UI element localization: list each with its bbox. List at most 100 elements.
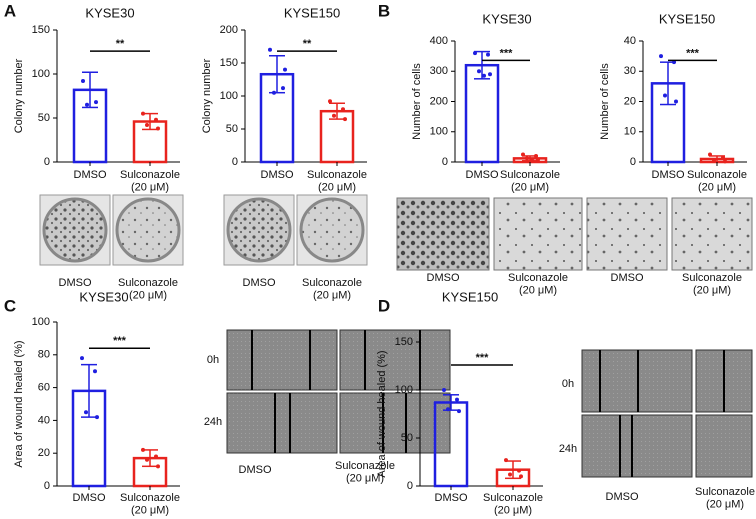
data-point	[473, 51, 477, 56]
time-label: 0h	[207, 354, 219, 366]
y-axis-label: Colony number	[201, 58, 213, 133]
image-label: Sulconazole (20 μM)	[302, 277, 362, 302]
y-tick-label: 80	[38, 349, 50, 361]
y-tick-label: 200	[220, 24, 238, 36]
data-point	[268, 47, 272, 52]
data-point	[95, 415, 99, 420]
y-tick-label: 0	[407, 480, 413, 492]
data-point	[94, 100, 98, 105]
image-label: DMSO	[606, 491, 639, 503]
bar	[464, 63, 500, 164]
image-label: Sulconazole (20 μM)	[335, 460, 395, 485]
time-label: 24h	[559, 443, 577, 455]
y-tick-label: 150	[395, 336, 413, 348]
wound-images	[226, 329, 451, 454]
chart-title: KYSE30	[85, 5, 134, 20]
x-tick-label: Sulconazole (20 μM)	[687, 169, 747, 194]
data-point	[81, 79, 85, 84]
y-tick-label: 50	[38, 112, 50, 124]
significance-label: ***	[500, 47, 514, 59]
data-point	[145, 457, 149, 462]
image-label: Sulconazole (20 μM)	[682, 272, 742, 297]
significance-label: **	[303, 38, 312, 50]
x-tick-label: DMSO	[261, 169, 294, 181]
x-tick-label: Sulconazole (20 μM)	[120, 492, 180, 517]
data-point	[721, 155, 725, 160]
image-label: DMSO	[239, 464, 272, 476]
y-tick-label: 400	[430, 35, 448, 47]
y-tick-label: 30	[624, 65, 636, 77]
cell-image	[671, 197, 753, 271]
x-tick-label: Sulconazole (20 μM)	[120, 169, 180, 194]
significance-label: **	[116, 38, 125, 50]
data-point	[442, 388, 446, 392]
panel-letter: C	[4, 296, 16, 315]
data-point	[477, 69, 481, 74]
significance-label: ***	[476, 352, 490, 364]
data-point	[674, 99, 678, 104]
y-axis-label: Area of wound healed (%)	[13, 340, 25, 467]
data-point	[328, 99, 332, 104]
y-tick-label: 40	[38, 414, 50, 426]
plate	[226, 197, 292, 263]
data-point	[80, 356, 84, 361]
data-point	[281, 86, 285, 91]
y-axis-label: Number of cells	[411, 63, 423, 140]
y-tick-label: 50	[401, 432, 413, 444]
y-tick-label: 0	[232, 156, 238, 168]
x-tick-label: Sulconazole (20 μM)	[500, 169, 560, 194]
image-label: DMSO	[59, 277, 92, 289]
x-tick-label: Sulconazole (20 μM)	[307, 169, 367, 194]
x-tick-label: DMSO	[73, 492, 106, 504]
data-point	[488, 72, 492, 77]
data-point	[341, 107, 345, 112]
y-tick-label: 100	[395, 384, 413, 396]
plate	[115, 197, 181, 263]
plate	[299, 197, 365, 263]
data-point	[525, 156, 529, 161]
significance-label: ***	[686, 47, 700, 59]
y-axis-label: Colony number	[13, 58, 25, 133]
data-point	[519, 474, 523, 479]
data-point	[156, 126, 160, 131]
significance-label: ***	[113, 335, 127, 347]
image-label: DMSO	[427, 272, 460, 284]
y-tick-label: 20	[38, 447, 50, 459]
data-point	[672, 60, 676, 65]
data-point	[343, 117, 347, 122]
image-label: Sulconazole (20 μM)	[118, 277, 178, 302]
x-tick-label: DMSO	[652, 169, 685, 181]
x-tick-label: DMSO	[435, 492, 468, 504]
data-point	[93, 369, 97, 374]
images	[39, 194, 753, 478]
cell-image	[586, 197, 668, 271]
data-point	[659, 54, 663, 59]
y-tick-label: 100	[32, 68, 50, 80]
y-tick-label: 100	[220, 90, 238, 102]
data-point	[486, 52, 490, 57]
data-point	[536, 157, 540, 162]
data-point	[446, 407, 450, 412]
data-point	[482, 73, 486, 78]
y-tick-label: 10	[624, 126, 636, 138]
panel-letter: B	[378, 1, 390, 20]
time-label: 0h	[562, 378, 574, 390]
data-point	[508, 472, 512, 477]
y-tick-label: 20	[624, 95, 636, 107]
chart-title: KYSE30	[482, 11, 531, 26]
y-tick-label: 50	[226, 123, 238, 135]
data-point	[272, 90, 276, 95]
chart-title: KYSE150	[659, 11, 715, 26]
data-point	[517, 468, 521, 473]
y-tick-label: 300	[430, 65, 448, 77]
data-point	[530, 158, 534, 163]
y-tick-label: 150	[220, 57, 238, 69]
y-tick-label: 40	[624, 35, 636, 47]
y-tick-label: 100	[430, 126, 448, 138]
panel-letter: A	[4, 1, 16, 20]
data-point	[145, 123, 149, 128]
y-tick-label: 100	[32, 316, 50, 328]
image-label: Sulconazole (20 μM)	[695, 486, 755, 511]
x-tick-label: DMSO	[74, 169, 107, 181]
